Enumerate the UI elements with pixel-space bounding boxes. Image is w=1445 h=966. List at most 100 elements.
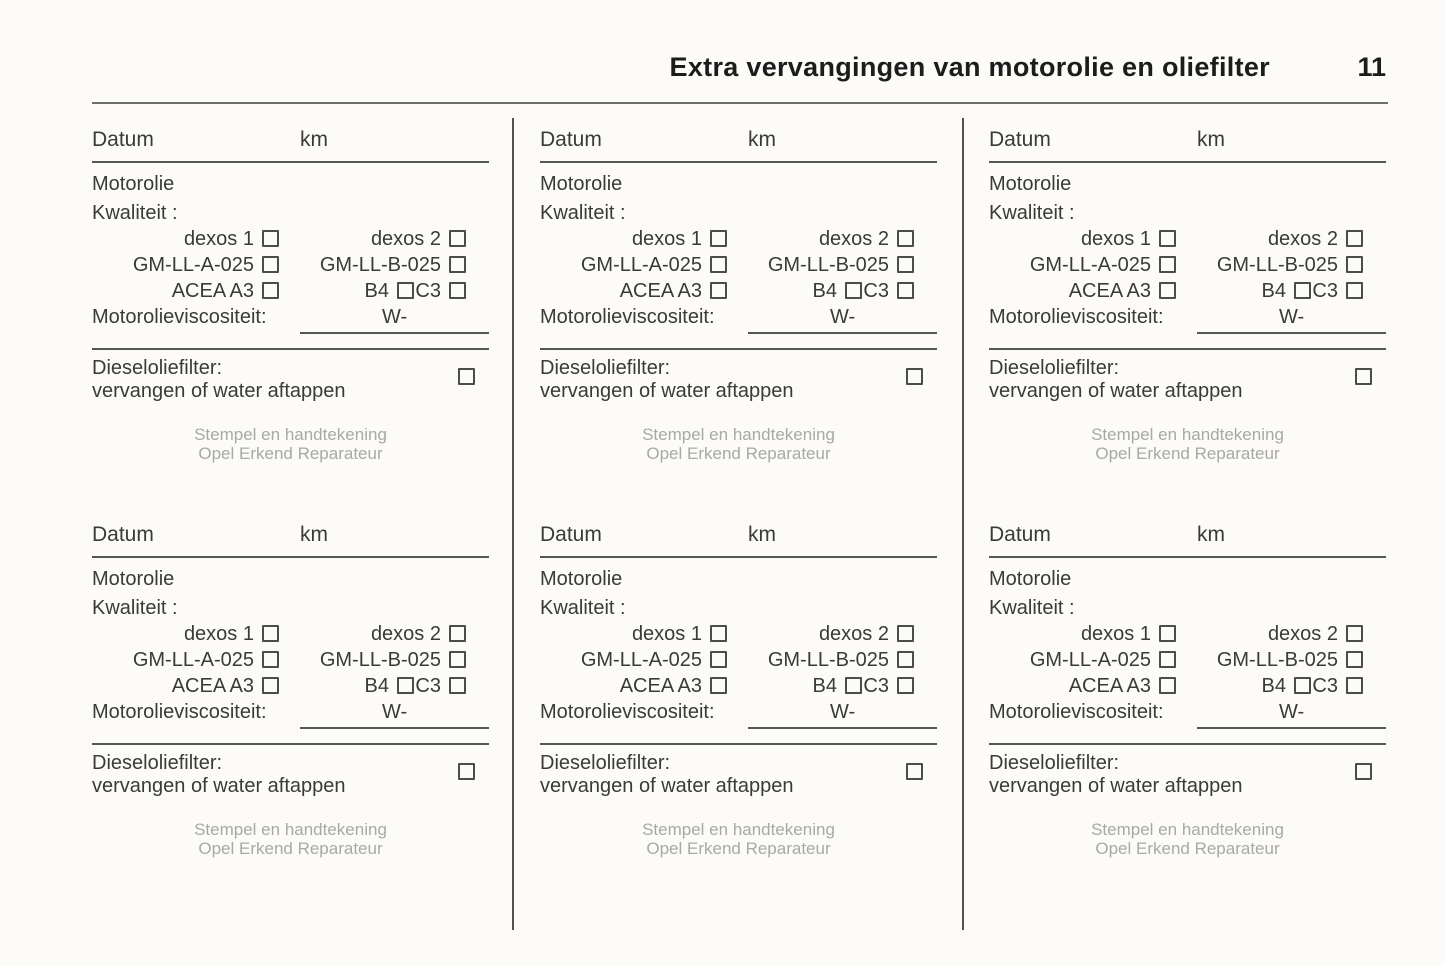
datum-km-writein-line[interactable] (989, 161, 1386, 163)
kwaliteit-label: Kwaliteit : (92, 597, 178, 619)
c3-checkbox[interactable] (897, 677, 914, 694)
datum-label: Datum (540, 523, 602, 546)
dexos1-checkbox[interactable] (262, 625, 279, 642)
motorolie-label: Motorolie (92, 173, 175, 195)
gm-ll-a-025-checkbox[interactable] (1159, 651, 1176, 668)
dieseloliefilter-checkbox[interactable] (1355, 368, 1372, 385)
viscositeit-w-suffix: W- (830, 701, 856, 723)
gm-ll-b-025-label: GM-LL-B-025 (1216, 649, 1338, 671)
acea-a3-label: ACEA A3 (171, 675, 254, 697)
c3-checkbox[interactable] (897, 282, 914, 299)
viscositeit-writein-line[interactable] (1197, 332, 1386, 334)
dieseloliefilter-checkbox[interactable] (458, 368, 475, 385)
b4-option: B4 (540, 279, 862, 303)
dexos2-checkbox[interactable] (1346, 625, 1363, 642)
gm-ll-b-025-checkbox[interactable] (1346, 651, 1363, 668)
gm-ll-a-025-checkbox[interactable] (710, 651, 727, 668)
viscositeit-w-suffix: W- (382, 701, 408, 723)
dexos2-option: dexos 2 (989, 622, 1363, 646)
dexos2-label: dexos 2 (370, 623, 441, 645)
gm-ll-b-025-checkbox[interactable] (449, 651, 466, 668)
b4-checkbox[interactable] (397, 282, 414, 299)
column-divider (512, 118, 514, 930)
c3-checkbox[interactable] (1346, 677, 1363, 694)
acea-a3-checkbox[interactable] (710, 282, 727, 299)
dexos1-checkbox[interactable] (710, 230, 727, 247)
acea-a3-checkbox[interactable] (262, 282, 279, 299)
dexos1-checkbox[interactable] (710, 625, 727, 642)
gm-ll-a-025-checkbox[interactable] (710, 256, 727, 273)
c3-checkbox[interactable] (1346, 282, 1363, 299)
dexos2-checkbox[interactable] (1346, 230, 1363, 247)
viscositeit-writein-line[interactable] (300, 332, 489, 334)
dieseloliefilter-checkbox[interactable] (1355, 763, 1372, 780)
km-label: km (748, 128, 776, 151)
dexos2-checkbox[interactable] (897, 625, 914, 642)
km-label: km (1197, 523, 1225, 546)
viscositeit-label: Motorolieviscositeit: (540, 701, 715, 723)
datum-label: Datum (989, 128, 1051, 151)
gm-ll-b-025-label: GM-LL-B-025 (319, 254, 441, 276)
datum-km-writein-line[interactable] (540, 161, 937, 163)
stamp-line-2: Opel Erkend Reparateur (646, 444, 831, 463)
acea-a3-checkbox[interactable] (262, 677, 279, 694)
c3-checkbox[interactable] (449, 282, 466, 299)
dieseloliefilter-action-label: vervangen of water aftappen (540, 775, 794, 797)
b4-checkbox[interactable] (1294, 282, 1311, 299)
viscositeit-writein-line[interactable] (748, 727, 937, 729)
b4-checkbox[interactable] (397, 677, 414, 694)
b4-label: B4 (812, 675, 837, 697)
gm-ll-a-025-checkbox[interactable] (262, 256, 279, 273)
dieseloliefilter-action-label: vervangen of water aftappen (92, 380, 346, 402)
acea-a3-option: ACEA A3 (92, 279, 279, 303)
acea-a3-label: ACEA A3 (619, 675, 702, 697)
gm-ll-b-025-checkbox[interactable] (897, 256, 914, 273)
c3-checkbox[interactable] (449, 677, 466, 694)
acea-a3-checkbox[interactable] (1159, 282, 1176, 299)
viscositeit-writein-line[interactable] (300, 727, 489, 729)
dexos1-checkbox[interactable] (1159, 230, 1176, 247)
viscositeit-w-suffix: W- (382, 306, 408, 328)
acea-a3-checkbox[interactable] (710, 677, 727, 694)
b4-label: B4 (364, 675, 389, 697)
viscositeit-writein-line[interactable] (1197, 727, 1386, 729)
dieseloliefilter-label: Dieseloliefilter: (540, 357, 671, 379)
dexos2-checkbox[interactable] (449, 625, 466, 642)
stamp-line-1: Stempel en handtekening (642, 425, 835, 444)
dieseloliefilter-checkbox[interactable] (906, 763, 923, 780)
b4-checkbox[interactable] (845, 677, 862, 694)
dieseloliefilter-checkbox[interactable] (458, 763, 475, 780)
dexos1-checkbox[interactable] (262, 230, 279, 247)
section-divider (540, 348, 937, 350)
gm-ll-a-025-checkbox[interactable] (1159, 256, 1176, 273)
motorolie-label: Motorolie (989, 173, 1072, 195)
dexos2-label: dexos 2 (1267, 623, 1338, 645)
gm-ll-a-025-label: GM-LL-A-025 (580, 649, 702, 671)
b4-option: B4 (989, 279, 1311, 303)
gm-ll-a-025-label: GM-LL-A-025 (1029, 254, 1151, 276)
b4-checkbox[interactable] (845, 282, 862, 299)
acea-a3-option: ACEA A3 (540, 279, 727, 303)
datum-km-writein-line[interactable] (92, 556, 489, 558)
datum-km-writein-line[interactable] (540, 556, 937, 558)
dieseloliefilter-checkbox[interactable] (906, 368, 923, 385)
dexos1-checkbox[interactable] (1159, 625, 1176, 642)
gm-ll-a-025-checkbox[interactable] (262, 651, 279, 668)
dexos1-label: dexos 1 (183, 623, 254, 645)
b4-label: B4 (812, 280, 837, 302)
gm-ll-a-025-label: GM-LL-A-025 (580, 254, 702, 276)
viscositeit-writein-line[interactable] (748, 332, 937, 334)
datum-km-writein-line[interactable] (92, 161, 489, 163)
acea-a3-label: ACEA A3 (1068, 280, 1151, 302)
gm-ll-b-025-checkbox[interactable] (1346, 256, 1363, 273)
datum-km-writein-line[interactable] (989, 556, 1386, 558)
gm-ll-b-025-label: GM-LL-B-025 (1216, 254, 1338, 276)
gm-ll-b-025-checkbox[interactable] (897, 651, 914, 668)
gm-ll-b-025-checkbox[interactable] (449, 256, 466, 273)
acea-a3-checkbox[interactable] (1159, 677, 1176, 694)
gm-ll-a-025-label: GM-LL-A-025 (132, 649, 254, 671)
b4-checkbox[interactable] (1294, 677, 1311, 694)
gm-ll-b-025-label: GM-LL-B-025 (767, 254, 889, 276)
dexos2-checkbox[interactable] (449, 230, 466, 247)
dexos2-checkbox[interactable] (897, 230, 914, 247)
